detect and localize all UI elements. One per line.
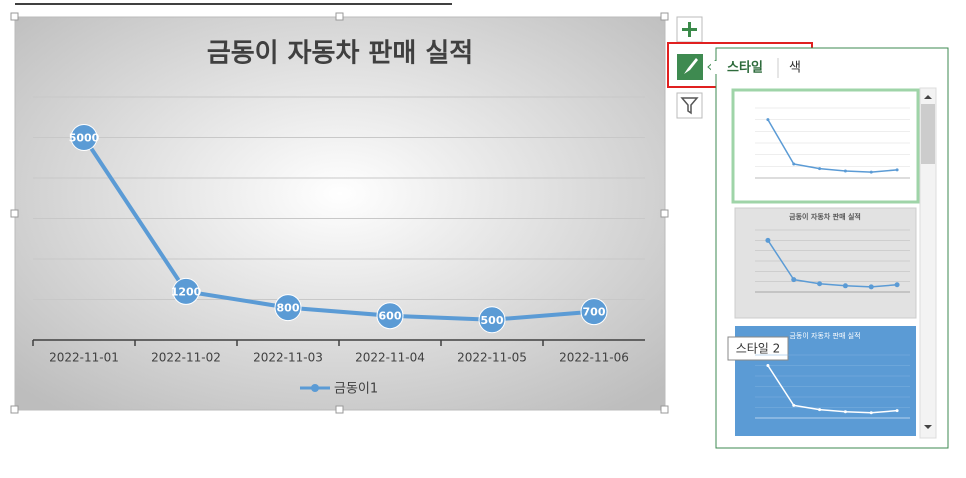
filter-icon <box>680 97 699 115</box>
data-label: 800 <box>277 302 300 315</box>
marker <box>818 408 822 412</box>
data-label: 5000 <box>69 132 100 145</box>
marker <box>842 283 848 289</box>
tooltip-text: 스타일 2 <box>736 342 781 356</box>
thumb-title: 금동이 자동차 판매 실적 <box>789 331 860 340</box>
marker <box>274 294 302 322</box>
marker <box>792 403 796 407</box>
style-thumb-1[interactable] <box>731 88 920 204</box>
x-tick-label: 2022-11-06 <box>559 351 629 365</box>
scroll-up[interactable] <box>924 95 932 99</box>
marker <box>818 167 822 171</box>
marker <box>843 410 847 414</box>
tooltip <box>727 336 789 361</box>
data-label: 1200 <box>171 285 202 298</box>
marker <box>895 409 899 413</box>
line-series <box>767 119 898 173</box>
marker <box>843 169 847 173</box>
marker <box>895 168 899 172</box>
marker <box>817 281 823 287</box>
marker <box>376 302 404 330</box>
tab-color[interactable]: 색 <box>789 61 801 76</box>
marker <box>70 124 98 151</box>
handles <box>10 12 669 414</box>
legend-marker <box>311 384 319 392</box>
marker <box>868 284 874 290</box>
scroll-thumb[interactable] <box>921 104 935 164</box>
data-label: 500 <box>481 314 504 327</box>
marker <box>765 237 771 243</box>
marker <box>478 306 506 334</box>
tab-style[interactable]: 스타일 <box>727 60 763 76</box>
scrollbar[interactable] <box>919 87 937 439</box>
data-label: 700 <box>583 306 606 319</box>
filter-button[interactable] <box>676 92 703 119</box>
pointer-cover <box>711 61 717 74</box>
marker <box>766 118 770 122</box>
marker <box>894 282 900 288</box>
chart-title: 금동이 자동차 판매 실적 <box>207 39 473 69</box>
marker <box>766 364 770 367</box>
marker <box>791 277 797 283</box>
plus-icon <box>682 22 697 37</box>
line-series <box>82 136 595 322</box>
marker <box>869 411 873 415</box>
data-label: 600 <box>379 310 402 323</box>
scroll-down[interactable] <box>924 425 932 429</box>
x-tick-label: 2022-11-04 <box>355 351 425 365</box>
x-tick-label: 2022-11-02 <box>151 351 221 365</box>
marker <box>792 162 796 166</box>
legend-label: 금동이1 <box>334 382 378 397</box>
marker <box>580 298 608 326</box>
thumb-title: 금동이 자동차 판매 실적 <box>789 212 861 221</box>
line-series <box>767 239 898 288</box>
x-tick-label: 2022-11-01 <box>49 351 119 365</box>
brush-icon <box>684 58 698 74</box>
line-series <box>767 365 898 414</box>
style-thumb-2[interactable] <box>734 207 917 319</box>
x-tick-label: 2022-11-03 <box>253 351 323 365</box>
x-tick-label: 2022-11-05 <box>457 351 527 365</box>
marker <box>172 277 200 305</box>
marker <box>869 170 873 174</box>
